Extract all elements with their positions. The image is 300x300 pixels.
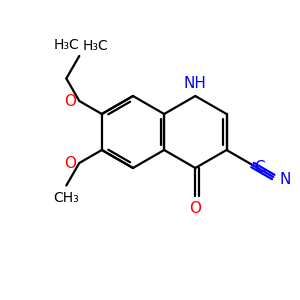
Text: C: C	[254, 160, 265, 175]
Text: N: N	[279, 172, 291, 187]
Text: CH₃: CH₃	[53, 190, 79, 205]
Text: H₃C: H₃C	[54, 38, 79, 52]
Text: NH: NH	[184, 76, 207, 91]
Text: O: O	[189, 201, 201, 216]
Text: O: O	[64, 94, 76, 109]
Text: H₃C: H₃C	[82, 39, 108, 53]
Text: O: O	[64, 155, 76, 170]
